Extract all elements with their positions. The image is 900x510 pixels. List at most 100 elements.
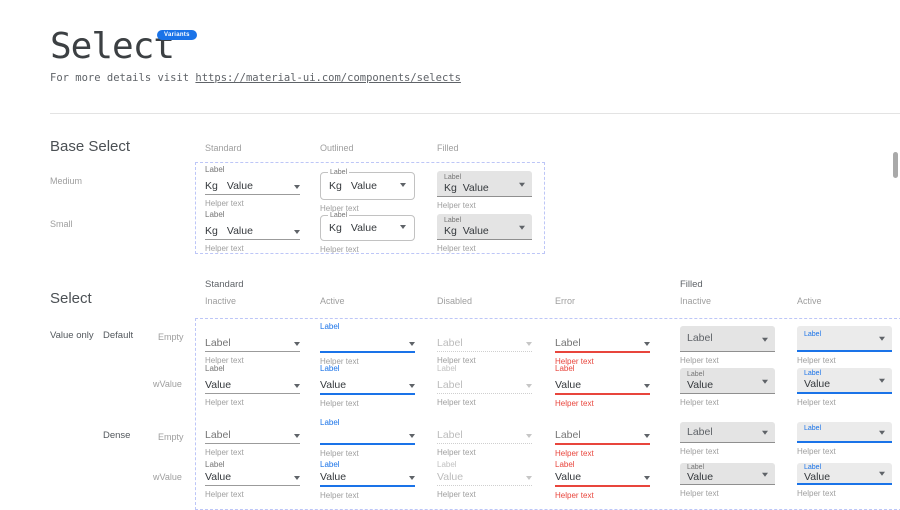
select-value-text: Value bbox=[462, 181, 489, 194]
row-header-wvalue-2: wValue bbox=[153, 472, 182, 482]
select-label bbox=[437, 418, 532, 428]
helper-text: Helper text bbox=[437, 448, 476, 457]
column-header-filled: Filled bbox=[437, 143, 459, 153]
select-label bbox=[555, 418, 650, 428]
select-control[interactable]: Value bbox=[205, 470, 300, 484]
select-filled-inactive-empty: Label Helper text bbox=[680, 326, 775, 365]
row-header-empty-1: Empty bbox=[158, 332, 184, 342]
docs-link[interactable]: https://material-ui.com/components/selec… bbox=[195, 72, 461, 84]
select-control[interactable]: Label bbox=[205, 334, 300, 350]
select-control: Label bbox=[437, 334, 532, 350]
select-adornment: Kg bbox=[329, 180, 342, 192]
chevron-down-icon bbox=[294, 230, 300, 234]
chevron-down-icon bbox=[519, 225, 525, 230]
column-header-error: Error bbox=[555, 296, 575, 306]
select-control: Label bbox=[437, 376, 532, 392]
base-select-frame bbox=[195, 162, 545, 254]
select-value-text: Value bbox=[462, 224, 489, 237]
select-control[interactable]: Label Value bbox=[680, 463, 775, 485]
select-control[interactable]: Kg Value bbox=[205, 177, 300, 193]
select-control[interactable]: Value bbox=[320, 376, 415, 392]
select-value: Label bbox=[555, 429, 581, 441]
select-label: Label bbox=[444, 216, 462, 224]
select-value: Value bbox=[320, 379, 347, 391]
base-select-filled-medium: Label Kg Value Helper text bbox=[437, 171, 532, 210]
select-value: Kg Value bbox=[444, 225, 525, 238]
chevron-down-icon bbox=[762, 379, 768, 384]
select-control[interactable]: Label bbox=[555, 334, 650, 350]
chevron-down-icon bbox=[879, 378, 885, 383]
select-control[interactable]: Label Value bbox=[797, 463, 892, 485]
select-control[interactable]: Label Kg Value bbox=[437, 171, 532, 197]
select-value: Label bbox=[205, 337, 231, 349]
helper-text: Helper text bbox=[555, 399, 594, 408]
select-label bbox=[437, 322, 532, 334]
select-label: Label bbox=[555, 460, 575, 469]
select-value: Value bbox=[350, 222, 377, 234]
select-control[interactable]: Label bbox=[680, 422, 775, 443]
select-control[interactable]: Label bbox=[205, 428, 300, 442]
variants-badge: Variants bbox=[157, 30, 197, 40]
select-control[interactable]: Value bbox=[320, 470, 415, 484]
chevron-down-icon bbox=[879, 430, 885, 435]
select-underline bbox=[437, 485, 532, 486]
select-control[interactable]: Label Value bbox=[680, 368, 775, 394]
select-filled-active-empty: Label Helper text bbox=[797, 326, 892, 365]
select-control[interactable]: Label bbox=[797, 422, 892, 443]
select-filled-inactive-value: Label Value Helper text bbox=[680, 368, 775, 407]
select-standard-disabled-value: Label Label Helper text bbox=[437, 364, 532, 407]
select-value: Label bbox=[555, 337, 581, 349]
select-control[interactable]: Label Kg Value bbox=[320, 212, 415, 241]
select-control[interactable]: Value bbox=[205, 376, 300, 392]
chevron-down-icon bbox=[409, 342, 415, 346]
select-underline bbox=[205, 351, 300, 352]
helper-text: Helper text bbox=[320, 449, 359, 458]
base-select-standard-small: Label Kg Value Helper text bbox=[205, 210, 300, 253]
chevron-down-icon bbox=[409, 476, 415, 480]
select-dense-disabled-value: Label Value Helper text bbox=[437, 460, 532, 499]
chevron-down-icon bbox=[294, 476, 300, 480]
select-label: Label bbox=[320, 460, 340, 469]
select-value: Value bbox=[205, 379, 232, 391]
select-value: Value bbox=[205, 471, 232, 483]
select-filled-dense-active-empty: Label Helper text bbox=[797, 422, 892, 456]
select-label: Label bbox=[320, 364, 340, 373]
select-control[interactable]: Label Kg Value bbox=[437, 214, 532, 240]
chevron-down-icon bbox=[762, 430, 768, 435]
select-control[interactable]: Label bbox=[555, 428, 650, 442]
select-filled-dense-active-value: Label Value Helper text bbox=[797, 463, 892, 498]
select-label: Label bbox=[437, 460, 457, 469]
base-select-heading: Base Select bbox=[50, 138, 131, 155]
select-label: Label bbox=[205, 210, 225, 219]
select-control[interactable]: Kg Value bbox=[205, 222, 300, 238]
select-label: Label bbox=[320, 322, 340, 331]
select-control[interactable]: Label bbox=[680, 326, 775, 352]
group-header-standard: Standard bbox=[205, 279, 244, 290]
base-select-outlined-small: Label Kg Value Helper text bbox=[320, 212, 415, 254]
helper-text: Helper text bbox=[320, 357, 359, 366]
select-control[interactable]: Label Kg Value bbox=[320, 169, 415, 200]
select-value: Value bbox=[804, 378, 831, 390]
select-standard-inactive-empty: Label Helper text bbox=[205, 322, 300, 365]
helper-text: Helper text bbox=[320, 245, 359, 254]
row-variant-dense: Dense bbox=[103, 430, 131, 441]
helper-text: Helper text bbox=[205, 199, 244, 208]
select-control[interactable]: Value bbox=[555, 470, 650, 484]
select-value: Label bbox=[437, 379, 463, 391]
chevron-down-icon bbox=[644, 476, 650, 480]
select-dense-inactive-empty: Label Helper text bbox=[205, 418, 300, 457]
select-value: Value bbox=[226, 180, 253, 192]
scrollbar-thumb[interactable] bbox=[893, 152, 898, 178]
select-underline bbox=[205, 239, 300, 240]
select-control[interactable]: Label bbox=[797, 326, 892, 352]
select-control[interactable] bbox=[320, 428, 415, 442]
column-header-disabled: Disabled bbox=[437, 296, 473, 306]
select-underline bbox=[205, 485, 300, 486]
chevron-down-icon bbox=[409, 434, 415, 438]
select-value: Value bbox=[226, 225, 253, 237]
select-value: Kg Value bbox=[444, 182, 525, 195]
select-control[interactable] bbox=[320, 334, 415, 350]
select-control[interactable]: Value bbox=[555, 376, 650, 392]
select-value: Value bbox=[437, 471, 464, 483]
select-control[interactable]: Label Value bbox=[797, 368, 892, 394]
